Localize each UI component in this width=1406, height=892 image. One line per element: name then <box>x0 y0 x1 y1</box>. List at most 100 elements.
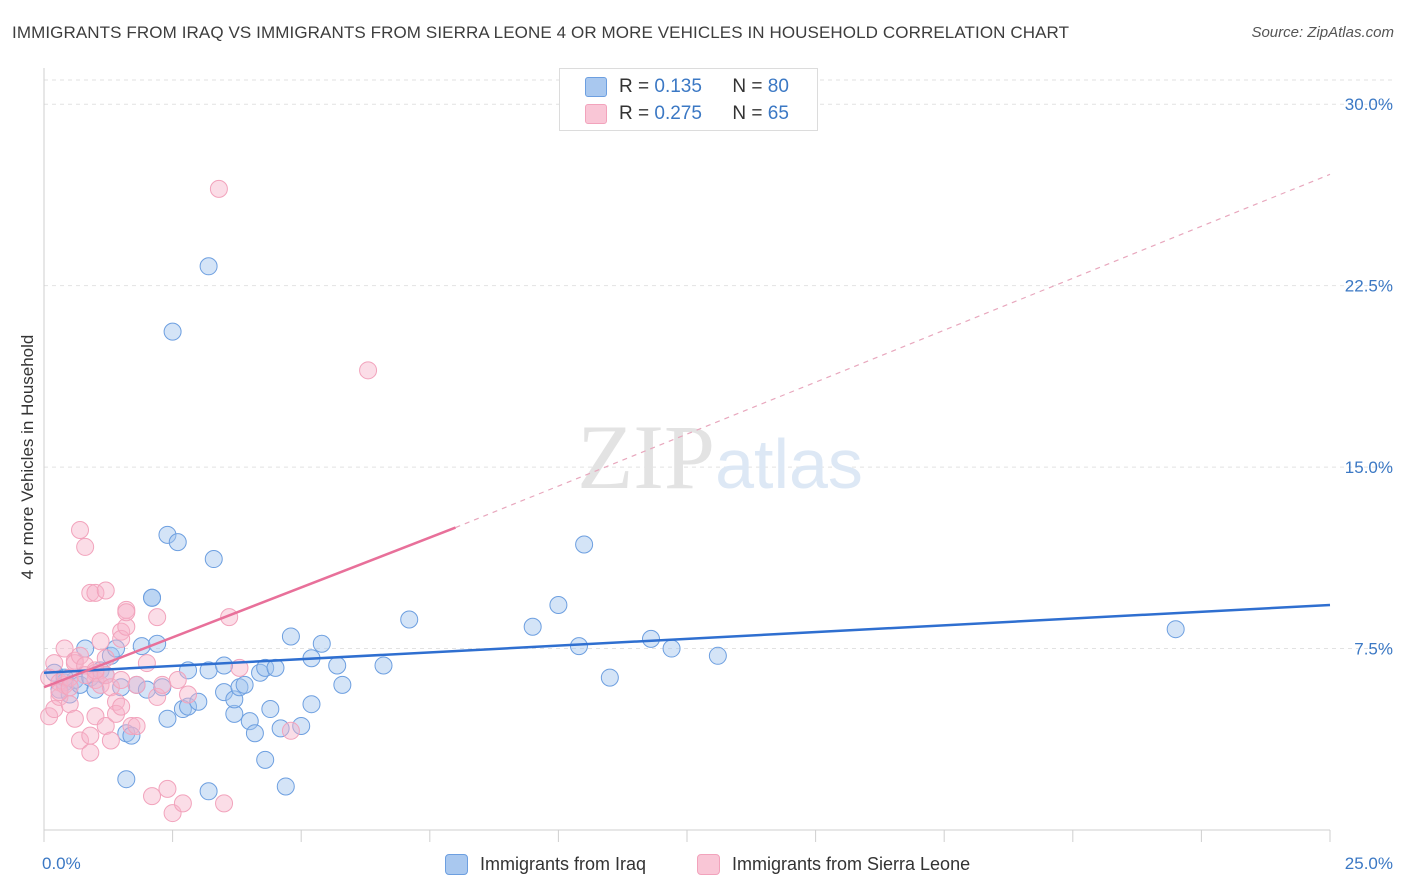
iraq-point <box>328 656 347 675</box>
sierra-leone-point <box>158 779 177 798</box>
iraq-point <box>575 535 594 554</box>
sierra-leone-point <box>148 687 167 706</box>
sierra-leone-point <box>148 608 167 627</box>
y-tick-label: 7.5% <box>1354 640 1393 659</box>
iraq-point <box>168 533 187 552</box>
series-legend-sierra-leone: Immigrants from Sierra Leone <box>697 852 970 876</box>
iraq-point <box>261 700 280 719</box>
legend-n-label: N = <box>732 103 763 124</box>
legend-r-value: 0.275 <box>654 103 702 124</box>
sierra-leone-point <box>127 675 146 694</box>
iraq-point <box>230 678 249 697</box>
tick-labels: 7.5% 15.0% 22.5% 30.0% 0.0% 25.0% <box>42 95 1393 873</box>
iraq-point <box>225 690 244 709</box>
iraq-point <box>276 777 295 796</box>
sierra-leone-point <box>101 678 120 697</box>
legend-r-label: R = <box>619 103 650 124</box>
iraq-point <box>374 656 393 675</box>
iraq-swatch <box>585 77 607 97</box>
sierra-leone-point <box>137 654 156 673</box>
trend-lines <box>43 173 1331 689</box>
sierra-leone-point <box>65 709 84 728</box>
iraq-point <box>163 322 182 341</box>
sierra-leone-point <box>81 583 100 602</box>
iraq-point <box>189 692 208 711</box>
iraq-point <box>225 704 244 723</box>
iraq-legend-swatch <box>445 853 468 875</box>
iraq-point <box>199 782 218 801</box>
x-tick-label: 25.0% <box>1345 854 1393 873</box>
iraq-point <box>240 712 259 731</box>
sierra-leone-point <box>86 671 105 689</box>
iraq-point <box>1166 620 1185 639</box>
iraq-point <box>122 726 141 745</box>
sierra-leone-point <box>96 581 115 600</box>
iraq-point <box>641 629 660 648</box>
sierra-leone-point <box>55 639 74 658</box>
iraq-point <box>235 675 254 694</box>
iraq-point <box>158 525 177 544</box>
data-points <box>40 179 1185 823</box>
iraq-point <box>245 724 264 743</box>
correlation-legend: R = 0.135 N = 80 R = 0.275 N = 65 <box>559 68 818 131</box>
sierra-leone-point <box>179 685 198 704</box>
iraq-point <box>256 750 275 769</box>
legend-row-iraq: R = 0.135 N = 80 <box>585 75 789 99</box>
iraq-point <box>292 716 311 735</box>
sierra-leone-trend-extension <box>455 173 1331 529</box>
sierra-leone-point <box>50 683 69 702</box>
sierra-leone-point <box>215 794 234 813</box>
iraq-point <box>549 596 568 614</box>
sierra-leone-trend-line <box>43 526 456 689</box>
sierra-leone-swatch <box>585 104 607 124</box>
watermark: ZIPatlas <box>577 406 863 508</box>
sierra-leone-point <box>91 632 110 651</box>
sierra-leone-point <box>112 629 131 648</box>
sierra-leone-legend-swatch <box>697 853 720 875</box>
sierra-leone-point <box>71 731 90 750</box>
y-tick-label: 30.0% <box>1345 95 1393 114</box>
iraq-legend-label: Immigrants from Iraq <box>480 853 647 874</box>
iraq-point <box>256 658 275 677</box>
chart-title: IMMIGRANTS FROM IRAQ VS IMMIGRANTS FROM … <box>12 23 1070 42</box>
gridlines <box>44 79 1392 650</box>
iraq-point <box>143 588 162 607</box>
iraq-point <box>281 627 300 646</box>
x-tick-label: 0.0% <box>42 854 81 873</box>
sierra-leone-point <box>71 646 90 665</box>
series-legend-iraq: Immigrants from Iraq <box>445 852 646 876</box>
y-tick-label: 22.5% <box>1345 277 1393 296</box>
sierra-leone-point <box>143 787 162 806</box>
iraq-point <box>173 700 192 719</box>
sierra-leone-point <box>112 622 131 641</box>
sierra-leone-point <box>117 617 136 636</box>
sierra-leone-point <box>101 731 120 750</box>
iraq-point <box>204 550 223 569</box>
sierra-leone-point <box>81 743 100 762</box>
sierra-leone-point <box>112 697 131 716</box>
sierra-leone-point <box>127 716 146 735</box>
sierra-leone-point <box>60 678 79 697</box>
sierra-leone-point <box>153 675 172 694</box>
iraq-point <box>302 695 321 714</box>
iraq-point <box>600 668 619 687</box>
axes <box>43 68 1331 842</box>
iraq-point <box>400 610 419 629</box>
chart-source: Source: ZipAtlas.com <box>1251 24 1394 41</box>
sierra-leone-point <box>45 654 64 673</box>
sierra-leone-point <box>168 671 187 689</box>
iraq-trend-line <box>43 603 1331 674</box>
sierra-leone-point <box>96 716 115 735</box>
sierra-leone-point <box>112 671 131 689</box>
iraq-point <box>199 257 218 276</box>
sierra-leone-legend-label: Immigrants from Sierra Leone <box>732 853 971 874</box>
iraq-point <box>569 637 588 656</box>
iraq-point <box>117 770 136 789</box>
iraq-point <box>523 617 542 636</box>
iraq-point <box>662 639 681 658</box>
sierra-leone-point <box>71 521 90 539</box>
iraq-point <box>312 634 331 653</box>
legend-n-label: N = <box>732 76 763 97</box>
legend-n-value: 80 <box>767 76 789 97</box>
